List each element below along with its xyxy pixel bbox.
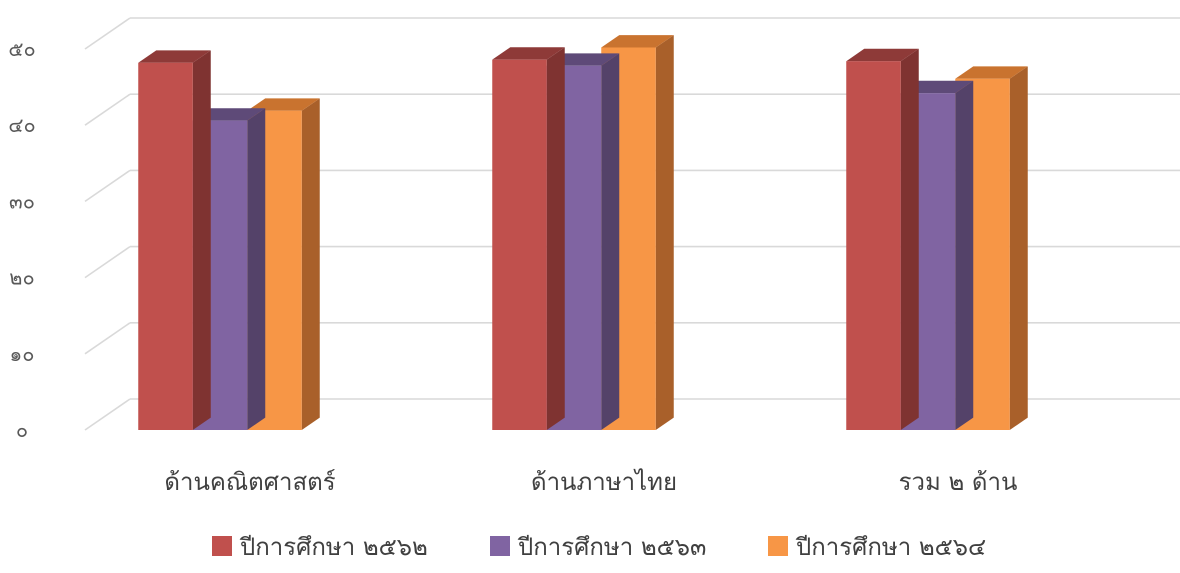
y-tick-label: ๔๐ <box>8 113 35 137</box>
category-label: รวม ๒ ด้าน <box>899 468 1018 496</box>
gridline-depth-1 <box>84 322 131 355</box>
legend-label: ปีการศึกษา ๒๕๖๓ <box>517 533 707 561</box>
bar-top <box>601 35 674 48</box>
x-axis-categories: ด้านคณิตศาสตร์ ด้านภาษาไทย รวม ๒ ด้าน <box>164 468 1017 496</box>
y-tick-label: ๕๐ <box>8 37 35 61</box>
legend-swatch <box>490 536 510 556</box>
legend-swatch <box>212 536 232 556</box>
legend-swatch <box>768 536 788 556</box>
y-tick-label: ๐ <box>16 418 28 442</box>
bar-side <box>955 80 974 431</box>
bar-top <box>955 66 1028 79</box>
gridline-depth-2 <box>84 245 131 279</box>
gridline-depth-5 <box>84 17 131 50</box>
bar-top <box>492 47 565 60</box>
y-tick-label: ๑๐ <box>10 342 35 366</box>
gridline-depth-0 <box>84 398 131 431</box>
bars <box>138 35 1028 431</box>
bar-side <box>601 53 620 430</box>
legend-item-1: ปีการศึกษา ๒๕๖๓ <box>490 533 706 561</box>
legend-label: ปีการศึกษา ๒๕๖๔ <box>795 533 986 561</box>
bar-side <box>192 50 211 430</box>
bar-side <box>1009 66 1028 431</box>
bar-1-0 <box>492 47 565 430</box>
bar-top <box>247 98 320 111</box>
y-tick-label: ๒๐ <box>9 266 34 290</box>
bar-side <box>301 98 320 431</box>
bar-front <box>138 62 193 430</box>
category-label: ด้านคณิตศาสตร์ <box>164 468 335 496</box>
bar-top <box>192 108 266 121</box>
bar-side <box>655 35 674 431</box>
y-tick-label: ๓๐ <box>9 189 35 213</box>
bar-top <box>138 50 211 63</box>
gridline-depth-3 <box>84 169 131 203</box>
bar-side <box>247 108 266 430</box>
bar-0-0 <box>138 50 211 430</box>
legend-item-2: ปีการศึกษา ๒๕๖๔ <box>768 533 986 561</box>
gridline-depth-4 <box>84 93 131 126</box>
bar-side <box>546 47 565 430</box>
bar-top <box>846 48 919 62</box>
category-label: ด้านภาษาไทย <box>531 468 677 496</box>
bar-front <box>492 59 547 430</box>
bar-front <box>846 61 901 430</box>
bar-side <box>900 48 919 431</box>
bar-top <box>546 53 620 66</box>
legend-item-0: ปีการศึกษา ๒๕๖๒ <box>212 533 428 561</box>
bar-2-0 <box>846 48 919 431</box>
y-axis-ticks: ๐ ๑๐ ๒๐ ๓๐ ๔๐ ๕๐ <box>8 37 35 442</box>
legend-label: ปีการศึกษา ๒๕๖๒ <box>239 533 428 561</box>
legend: ปีการศึกษา ๒๕๖๒ ปีการศึกษา ๒๕๖๓ ปีการศึกษา… <box>212 533 986 561</box>
bar-top <box>900 80 974 94</box>
